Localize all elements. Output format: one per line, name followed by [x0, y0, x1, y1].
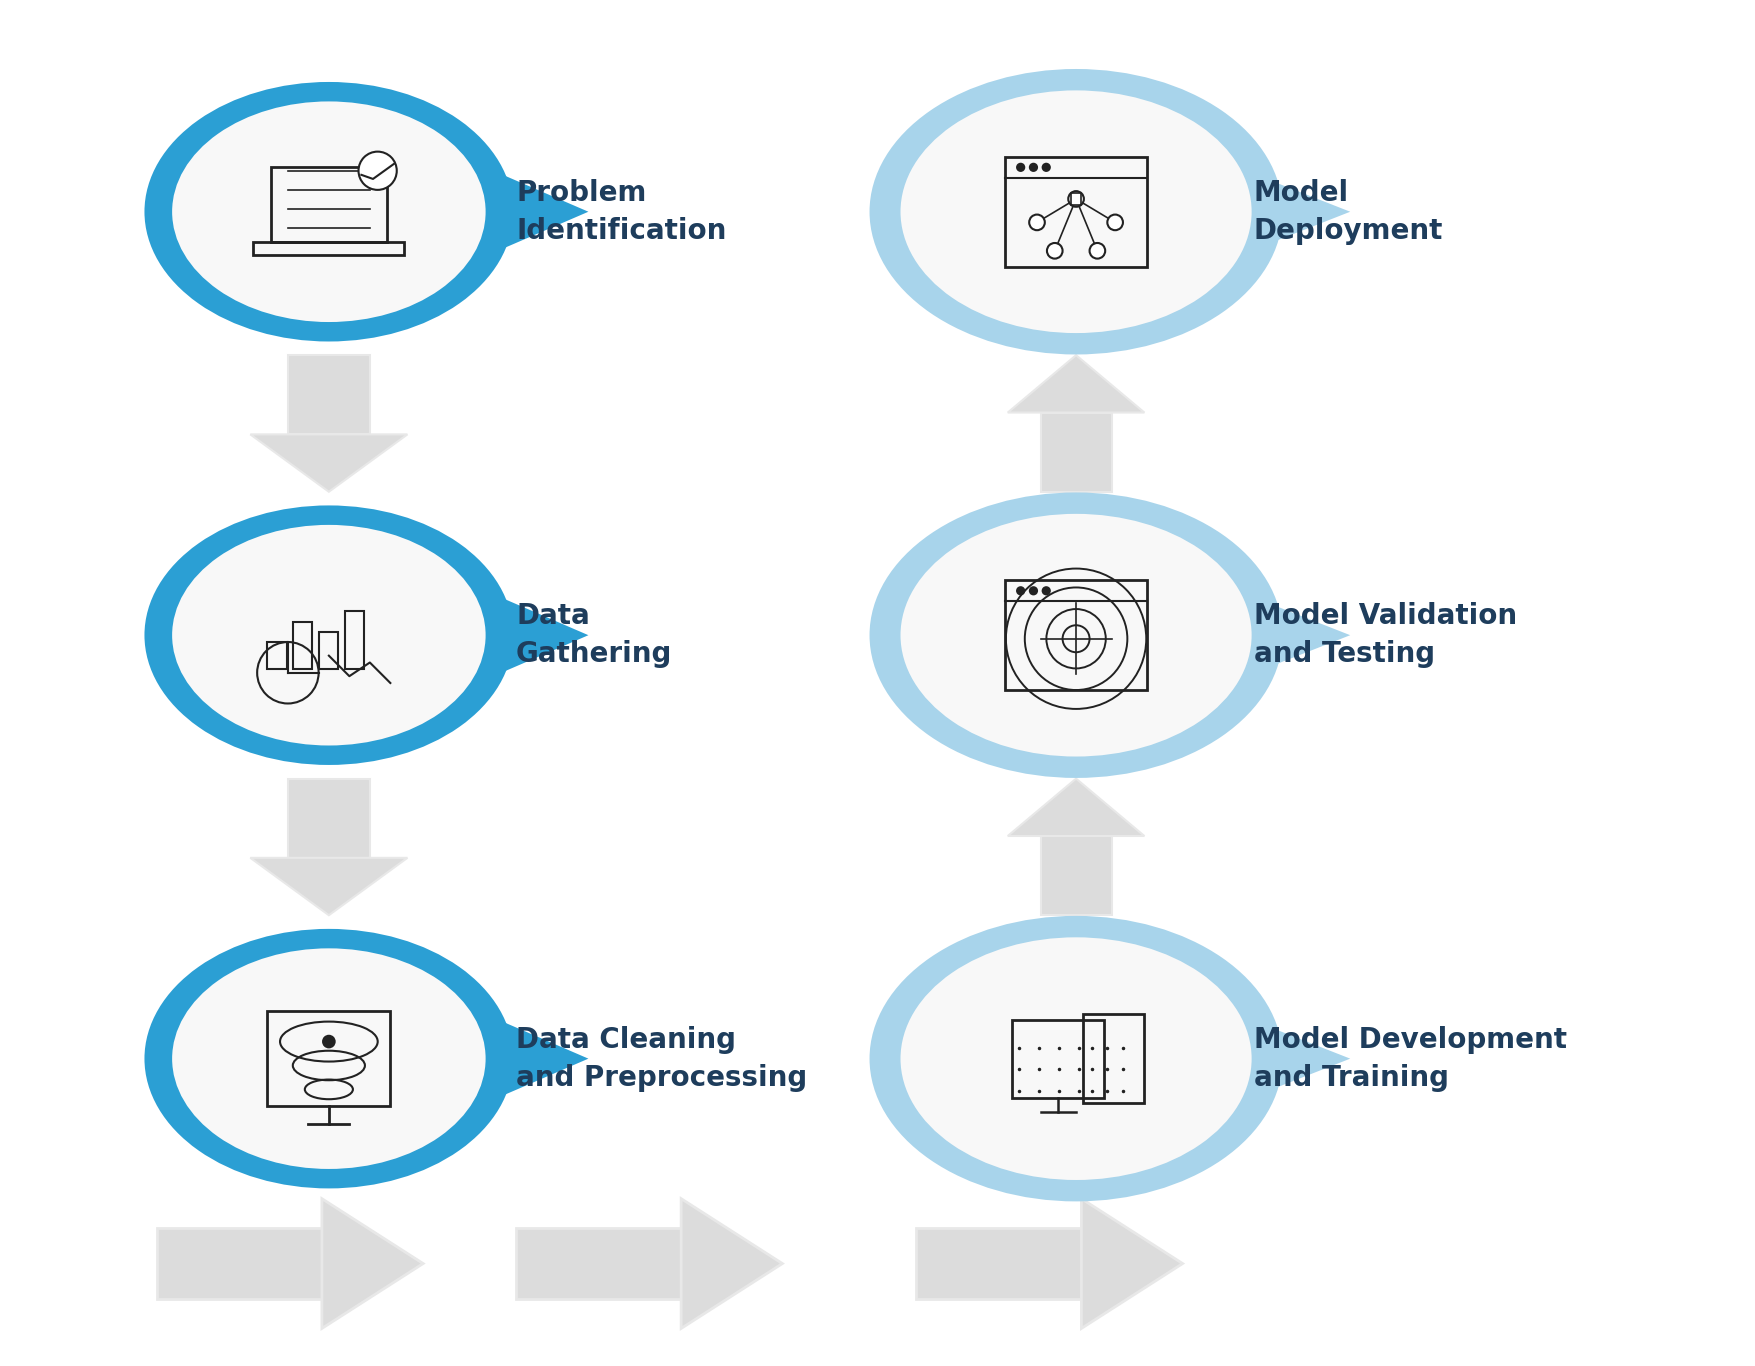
- Polygon shape: [1223, 163, 1350, 261]
- Bar: [1041, 413, 1111, 492]
- Circle shape: [1041, 163, 1049, 172]
- Ellipse shape: [900, 514, 1251, 757]
- Bar: [1011, 1019, 1104, 1098]
- Bar: [293, 622, 312, 669]
- Ellipse shape: [144, 505, 512, 765]
- Circle shape: [1028, 163, 1037, 172]
- Circle shape: [1041, 586, 1049, 596]
- Ellipse shape: [869, 492, 1281, 777]
- Text: Model Validation
and Testing: Model Validation and Testing: [1253, 602, 1516, 668]
- Ellipse shape: [172, 525, 486, 746]
- Polygon shape: [321, 1199, 423, 1328]
- Bar: [267, 642, 286, 669]
- Bar: [1041, 836, 1111, 915]
- Ellipse shape: [144, 82, 512, 342]
- Bar: [516, 1228, 681, 1299]
- Bar: [288, 355, 370, 434]
- Circle shape: [1067, 191, 1083, 206]
- Polygon shape: [681, 1199, 783, 1328]
- Polygon shape: [462, 1004, 588, 1113]
- Polygon shape: [462, 157, 588, 266]
- Circle shape: [1016, 586, 1025, 596]
- Bar: [916, 1228, 1081, 1299]
- Bar: [288, 779, 370, 858]
- Polygon shape: [1223, 1009, 1350, 1108]
- Polygon shape: [1081, 1199, 1181, 1328]
- Bar: [1071, 193, 1081, 205]
- Polygon shape: [1007, 355, 1144, 413]
- Text: Problem
Identification: Problem Identification: [516, 179, 727, 245]
- Bar: [319, 631, 339, 669]
- Ellipse shape: [869, 68, 1281, 355]
- Polygon shape: [462, 581, 588, 690]
- Text: Data Cleaning
and Preprocessing: Data Cleaning and Preprocessing: [516, 1026, 807, 1091]
- Bar: [253, 242, 404, 254]
- Polygon shape: [1223, 586, 1350, 684]
- Circle shape: [358, 152, 397, 190]
- Text: Data
Gathering: Data Gathering: [516, 602, 672, 668]
- Text: Model
Deployment: Model Deployment: [1253, 179, 1443, 245]
- Bar: [1004, 581, 1146, 690]
- Circle shape: [1107, 214, 1121, 231]
- Bar: [1083, 1014, 1143, 1104]
- Polygon shape: [1007, 779, 1144, 836]
- Circle shape: [1028, 586, 1037, 596]
- Circle shape: [1028, 214, 1044, 231]
- Ellipse shape: [869, 915, 1281, 1202]
- Circle shape: [1088, 243, 1104, 258]
- Polygon shape: [251, 434, 407, 492]
- Circle shape: [321, 1035, 335, 1049]
- Polygon shape: [251, 858, 407, 915]
- Circle shape: [1016, 163, 1025, 172]
- Ellipse shape: [144, 929, 512, 1188]
- Bar: [156, 1228, 321, 1299]
- Bar: [346, 612, 365, 669]
- Text: Model Development
and Training: Model Development and Training: [1253, 1026, 1565, 1091]
- Bar: [267, 1011, 390, 1106]
- Ellipse shape: [900, 937, 1251, 1180]
- Ellipse shape: [900, 90, 1251, 333]
- Circle shape: [1046, 243, 1062, 258]
- Bar: [270, 167, 386, 242]
- Ellipse shape: [172, 948, 486, 1169]
- Bar: [1004, 157, 1146, 266]
- Ellipse shape: [172, 101, 486, 322]
